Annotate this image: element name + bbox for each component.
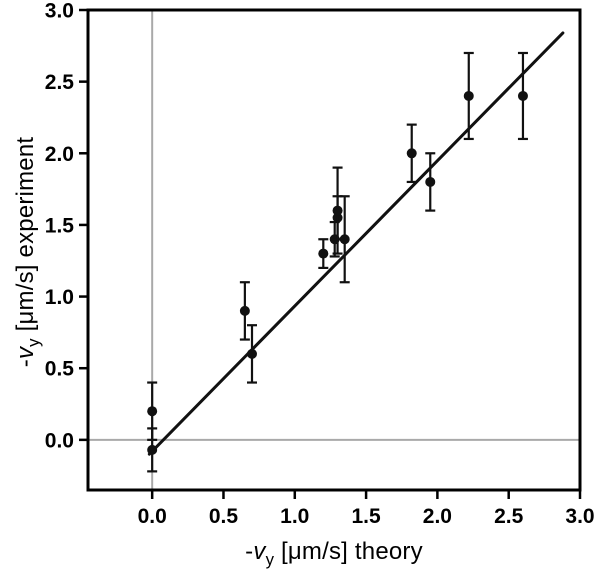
- y-axis-title-variable: v: [12, 346, 39, 360]
- x-tick-label: 0.5: [209, 505, 239, 528]
- x-tick-label: 1.0: [280, 505, 309, 528]
- x-tick-label: 2.5: [494, 505, 524, 528]
- data-point: [147, 406, 158, 417]
- data-point: [318, 248, 329, 259]
- x-tick-label: 3.0: [565, 505, 594, 528]
- data-point: [463, 90, 474, 101]
- y-axis-title-prefix: -: [12, 359, 39, 368]
- data-point: [247, 348, 257, 359]
- y-tick-label: 3.0: [45, 0, 74, 23]
- x-axis-title-prefix: -: [245, 538, 254, 565]
- data-point: [406, 148, 417, 159]
- data-point: [147, 444, 158, 455]
- y-axis-title: -vy [μm/s] experiment: [12, 136, 43, 368]
- x-axis-title-subscript: y: [265, 549, 275, 569]
- data-point: [425, 176, 436, 187]
- y-tick-label: 1.0: [45, 286, 74, 309]
- x-axis-title-variable: v: [253, 538, 266, 565]
- y-tick-label: 0.0: [45, 429, 74, 452]
- y-tick-label: 1.5: [45, 214, 75, 237]
- y-tick-label: 2.0: [45, 143, 74, 166]
- y-axis-title-units: [μm/s] experiment: [12, 136, 39, 339]
- data-point: [332, 205, 343, 216]
- x-tick-label: 0.0: [138, 505, 167, 528]
- data-point: [239, 305, 250, 316]
- data-point: [517, 90, 528, 101]
- y-tick-label: 2.5: [45, 71, 75, 94]
- x-tick-label: 2.0: [423, 505, 452, 528]
- y-axis-title-subscript: y: [23, 338, 43, 347]
- y-tick-label: 0.5: [45, 358, 75, 381]
- x-axis-title: -vy [μm/s] theory: [88, 538, 580, 569]
- x-tick-label: 1.5: [351, 505, 381, 528]
- x-axis-title-units: [μm/s] theory: [274, 538, 423, 565]
- fit-line: [147, 31, 565, 456]
- data-point: [339, 234, 350, 245]
- plot-frame: [86, 8, 582, 492]
